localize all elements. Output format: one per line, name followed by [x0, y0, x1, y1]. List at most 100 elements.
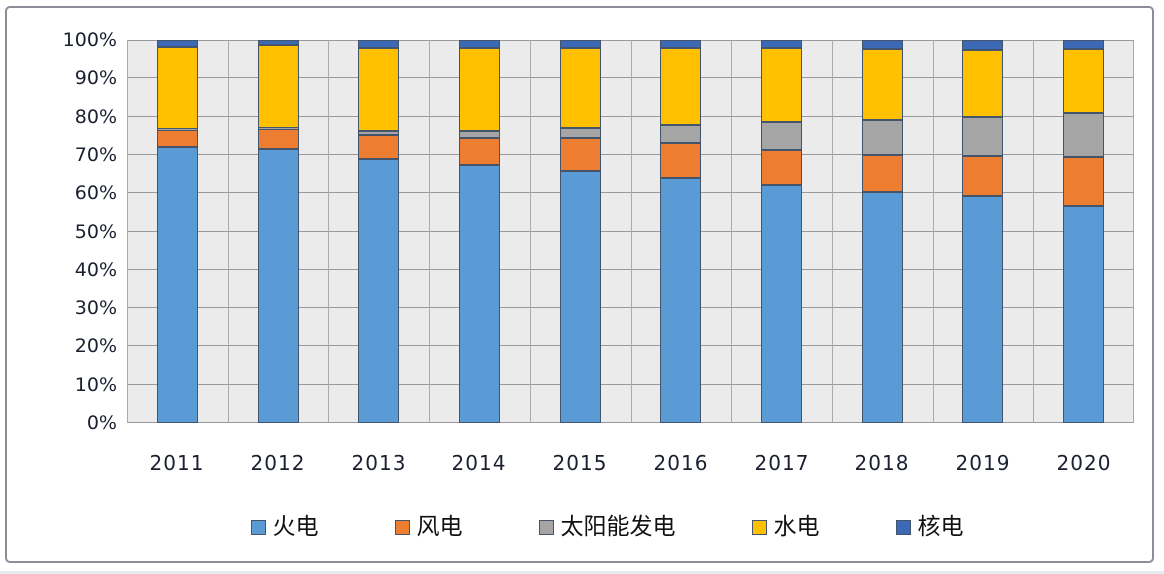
- gridline-horizontal: [127, 115, 1134, 117]
- legend-swatch-icon: [250, 519, 266, 535]
- gridline-horizontal: [127, 192, 1134, 194]
- legend-swatch-icon: [751, 519, 767, 535]
- gridline-horizontal: [127, 345, 1134, 347]
- gridline-horizontal: [127, 40, 1134, 41]
- legend: 火电 风电 太阳能发电 水电 核电: [7, 514, 1164, 540]
- bar-segment: [962, 196, 1003, 423]
- bar-segment: [358, 135, 399, 159]
- bar-segment: [258, 127, 299, 129]
- stacked-bar-2014: [459, 40, 500, 423]
- bar-segment: [862, 155, 903, 193]
- bar-segment: [358, 130, 399, 136]
- stacked-bar-2019: [962, 40, 1003, 423]
- bar-segment: [459, 131, 500, 139]
- legend-label: 风电: [416, 514, 463, 540]
- bar-segment: [157, 129, 198, 131]
- stacked-bar-2012: [258, 40, 299, 423]
- bar-segment: [459, 138, 500, 165]
- gridline-vertical: [530, 40, 531, 423]
- bar-segment: [1063, 113, 1104, 158]
- bar-segment: [258, 128, 299, 150]
- stacked-bar-2018: [862, 40, 903, 423]
- bottom-strip: [0, 571, 1164, 574]
- gridline-horizontal: [127, 153, 1134, 155]
- y-axis-tick-label: 10%: [74, 374, 117, 396]
- bar-segment: [962, 117, 1003, 157]
- stacked-bar-2015: [560, 40, 601, 423]
- x-axis-tick-label: 2011: [149, 451, 205, 475]
- gridline-horizontal: [127, 422, 1134, 423]
- bar-segment: [761, 40, 802, 48]
- bar-segment: [862, 40, 903, 50]
- bar-segment: [660, 125, 701, 144]
- legend-item: 风电: [394, 514, 463, 540]
- legend-swatch-icon: [394, 519, 410, 535]
- y-axis-tick-label: 80%: [74, 106, 117, 128]
- legend-swatch-icon: [895, 519, 911, 535]
- gridline-vertical: [228, 40, 229, 423]
- x-axis-tick-label: 2014: [451, 451, 507, 475]
- bar-segment: [258, 149, 299, 423]
- gridline-horizontal: [127, 383, 1134, 385]
- legend-label: 火电: [272, 514, 319, 540]
- y-axis-tick-label: 90%: [74, 67, 117, 89]
- gridline-vertical: [933, 40, 934, 423]
- gridline-horizontal: [127, 77, 1134, 79]
- y-axis-tick-label: 50%: [74, 221, 117, 243]
- x-axis-tick-label: 2017: [754, 451, 810, 475]
- legend-item: 核电: [895, 514, 964, 540]
- bar-segment: [962, 156, 1003, 197]
- bar-segment: [157, 46, 198, 130]
- x-axis-tick-label: 2015: [552, 451, 608, 475]
- bar-segment: [459, 40, 500, 48]
- gridline-vertical: [832, 40, 833, 423]
- y-axis-tick-label: 20%: [74, 335, 117, 357]
- bar-segment: [560, 138, 601, 172]
- x-axis-tick-label: 2012: [250, 451, 306, 475]
- stacked-bar-2011: [157, 40, 198, 423]
- bar-segment: [862, 49, 903, 121]
- gridline-horizontal: [127, 230, 1134, 232]
- bar-segment: [1063, 40, 1104, 49]
- bar-segment: [761, 149, 802, 185]
- bar-segment: [157, 40, 198, 47]
- bar-segment: [560, 47, 601, 128]
- bar-segment: [761, 121, 802, 150]
- bar-segment: [660, 40, 701, 48]
- gridline-vertical: [429, 40, 430, 423]
- bar-segment: [962, 40, 1003, 50]
- gridline-vertical: [1133, 40, 1134, 423]
- legend-label: 水电: [773, 514, 820, 540]
- legend-item: 火电: [250, 514, 319, 540]
- bar-segment: [1063, 206, 1104, 423]
- x-axis-tick-label: 2013: [351, 451, 407, 475]
- gridline-horizontal: [127, 268, 1134, 270]
- legend-item: 水电: [751, 514, 820, 540]
- y-axis-tick-label: 60%: [74, 182, 117, 204]
- bar-segment: [358, 158, 399, 423]
- y-axis-tick-label: 0%: [86, 412, 117, 434]
- bar-segment: [962, 49, 1003, 118]
- x-axis-tick-label: 2018: [854, 451, 910, 475]
- bar-segment: [459, 164, 500, 423]
- bar-segment: [560, 127, 601, 139]
- y-axis-tick-label: 70%: [74, 144, 117, 166]
- gridline-vertical: [631, 40, 632, 423]
- y-axis-tick-label: 100%: [62, 29, 117, 51]
- stacked-bar-2017: [761, 40, 802, 423]
- bar-segment: [660, 177, 701, 423]
- legend-label: 核电: [917, 514, 964, 540]
- bar-segment: [560, 40, 601, 48]
- stacked-bar-2013: [358, 40, 399, 423]
- bar-segment: [258, 45, 299, 128]
- stacked-bar-2020: [1063, 40, 1104, 423]
- bar-segment: [157, 147, 198, 423]
- stacked-bar-2016: [660, 40, 701, 423]
- bar-segment: [761, 184, 802, 423]
- bar-segment: [862, 120, 903, 156]
- bar-segment: [1063, 48, 1104, 114]
- legend-item: 太阳能发电: [538, 514, 676, 540]
- bar-segment: [1063, 157, 1104, 207]
- bar-segment: [660, 143, 701, 178]
- bar-segment: [660, 47, 701, 126]
